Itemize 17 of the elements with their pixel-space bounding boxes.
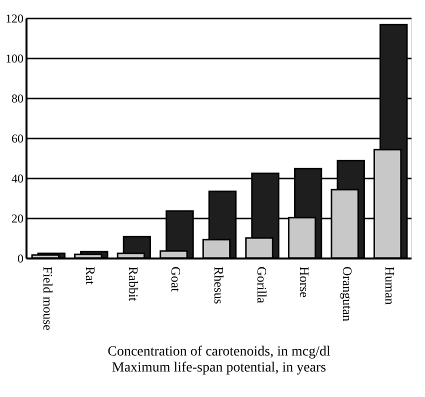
x-tick-label: Goat [168, 266, 184, 292]
x-tick-label: Gorilla [254, 266, 270, 304]
x-tick-label: Rhesus [212, 266, 226, 304]
x-tick-label: Orangutan [340, 266, 355, 322]
y-tick-label: 40 [12, 172, 24, 186]
y-tick-label: 0 [18, 252, 24, 266]
y-tick-label: 60 [12, 132, 24, 146]
x-axis-title: Concentration of carotenoids, in mcg/dl Maximum life-span potential, in years [108, 344, 330, 376]
x-tick-label: Human [382, 266, 398, 306]
x-tick-label: Rabbit [126, 266, 141, 302]
y-tick-label: 120 [6, 12, 24, 26]
y-tick-label: 80 [12, 92, 24, 106]
y-tick-label: 20 [12, 212, 24, 226]
x-tick-label: Rat [83, 266, 98, 285]
x-tick-label: Field mouse [40, 266, 56, 331]
x-tick-label: Horse [297, 266, 312, 298]
y-tick-label: 100 [6, 52, 24, 66]
